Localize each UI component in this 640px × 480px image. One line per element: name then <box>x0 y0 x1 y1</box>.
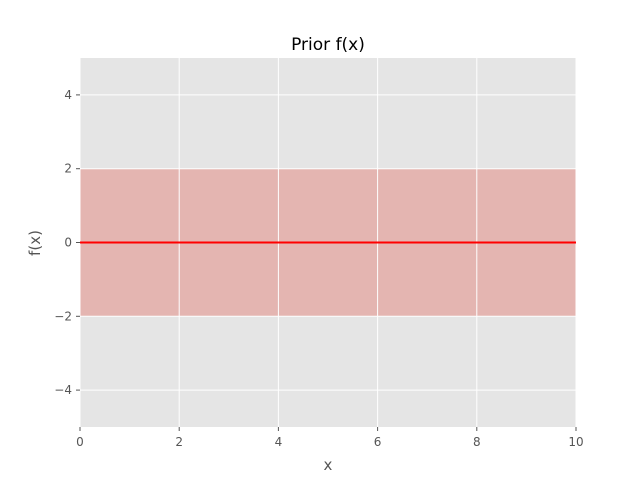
x-tick-label: 8 <box>473 435 481 449</box>
y-axis-label: f(x) <box>26 230 44 256</box>
x-tick-label: 10 <box>568 435 583 449</box>
y-tick-label: 2 <box>64 162 72 176</box>
tick-layer: 0 2 4 6 8 10 −4 −2 0 2 4 <box>54 88 583 449</box>
x-tick-label: 4 <box>275 435 283 449</box>
x-axis-label: x <box>324 456 333 474</box>
y-tick-label: −2 <box>54 309 72 323</box>
y-tick-label: 0 <box>64 236 72 250</box>
x-tick-label: 0 <box>76 435 84 449</box>
y-tick-label: −4 <box>54 383 72 397</box>
chart-title: Prior f(x) <box>291 35 365 55</box>
y-tick-label: 4 <box>64 88 72 102</box>
x-tick-label: 6 <box>374 435 382 449</box>
x-tick-label: 2 <box>175 435 183 449</box>
